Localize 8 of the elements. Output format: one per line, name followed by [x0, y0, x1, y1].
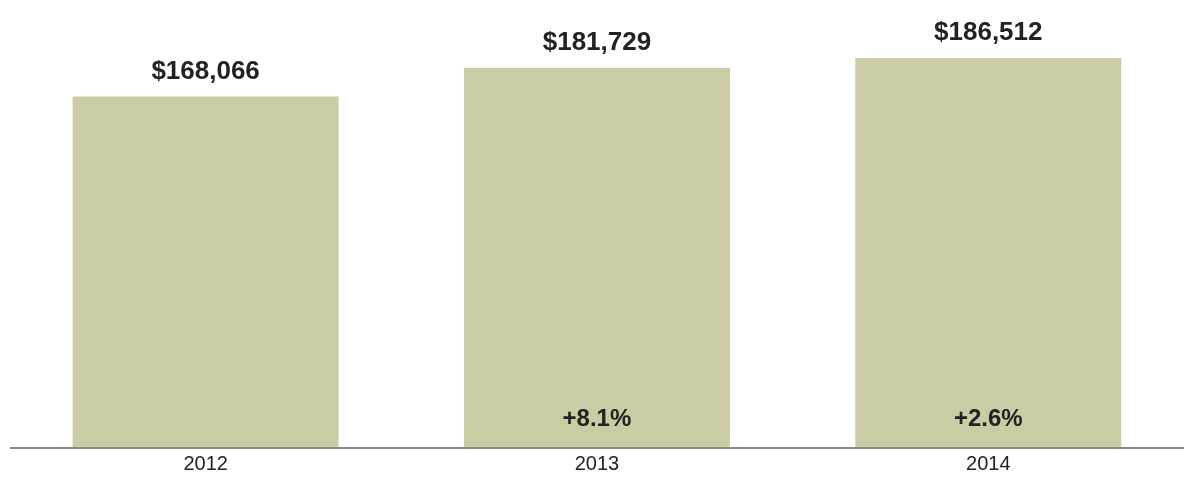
data-label: $168,066: [151, 54, 260, 85]
data-label: $186,512: [934, 16, 1043, 46]
x-tick-label: 2014: [966, 452, 1011, 475]
x-tick-label: 2013: [574, 452, 620, 475]
x-tick-label: 2012: [183, 452, 228, 475]
annotation: +8.1%: [562, 404, 632, 431]
data-label: $181,729: [542, 26, 652, 56]
annotation: +2.6%: [953, 404, 1023, 431]
